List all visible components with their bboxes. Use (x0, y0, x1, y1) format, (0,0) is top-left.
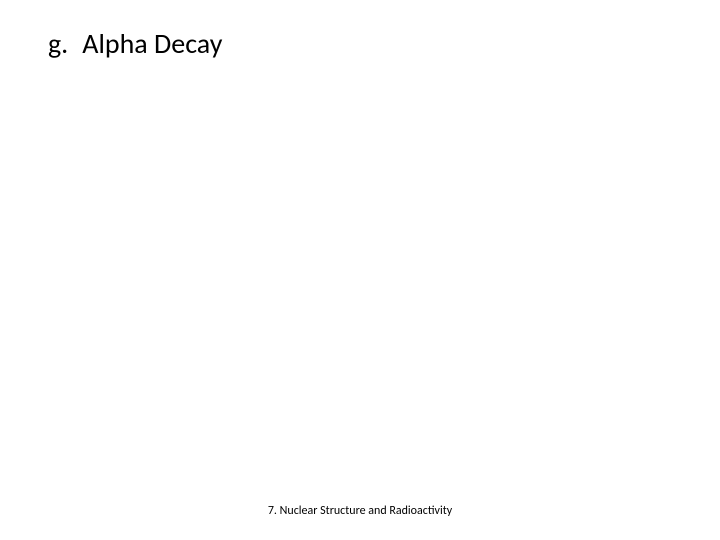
heading-letter: g. (48, 26, 68, 61)
slide-footer: 7. Nuclear Structure and Radioactivity (0, 504, 720, 518)
slide-heading: g. Alpha Decay (48, 26, 222, 61)
heading-title: Alpha Decay (82, 26, 222, 61)
